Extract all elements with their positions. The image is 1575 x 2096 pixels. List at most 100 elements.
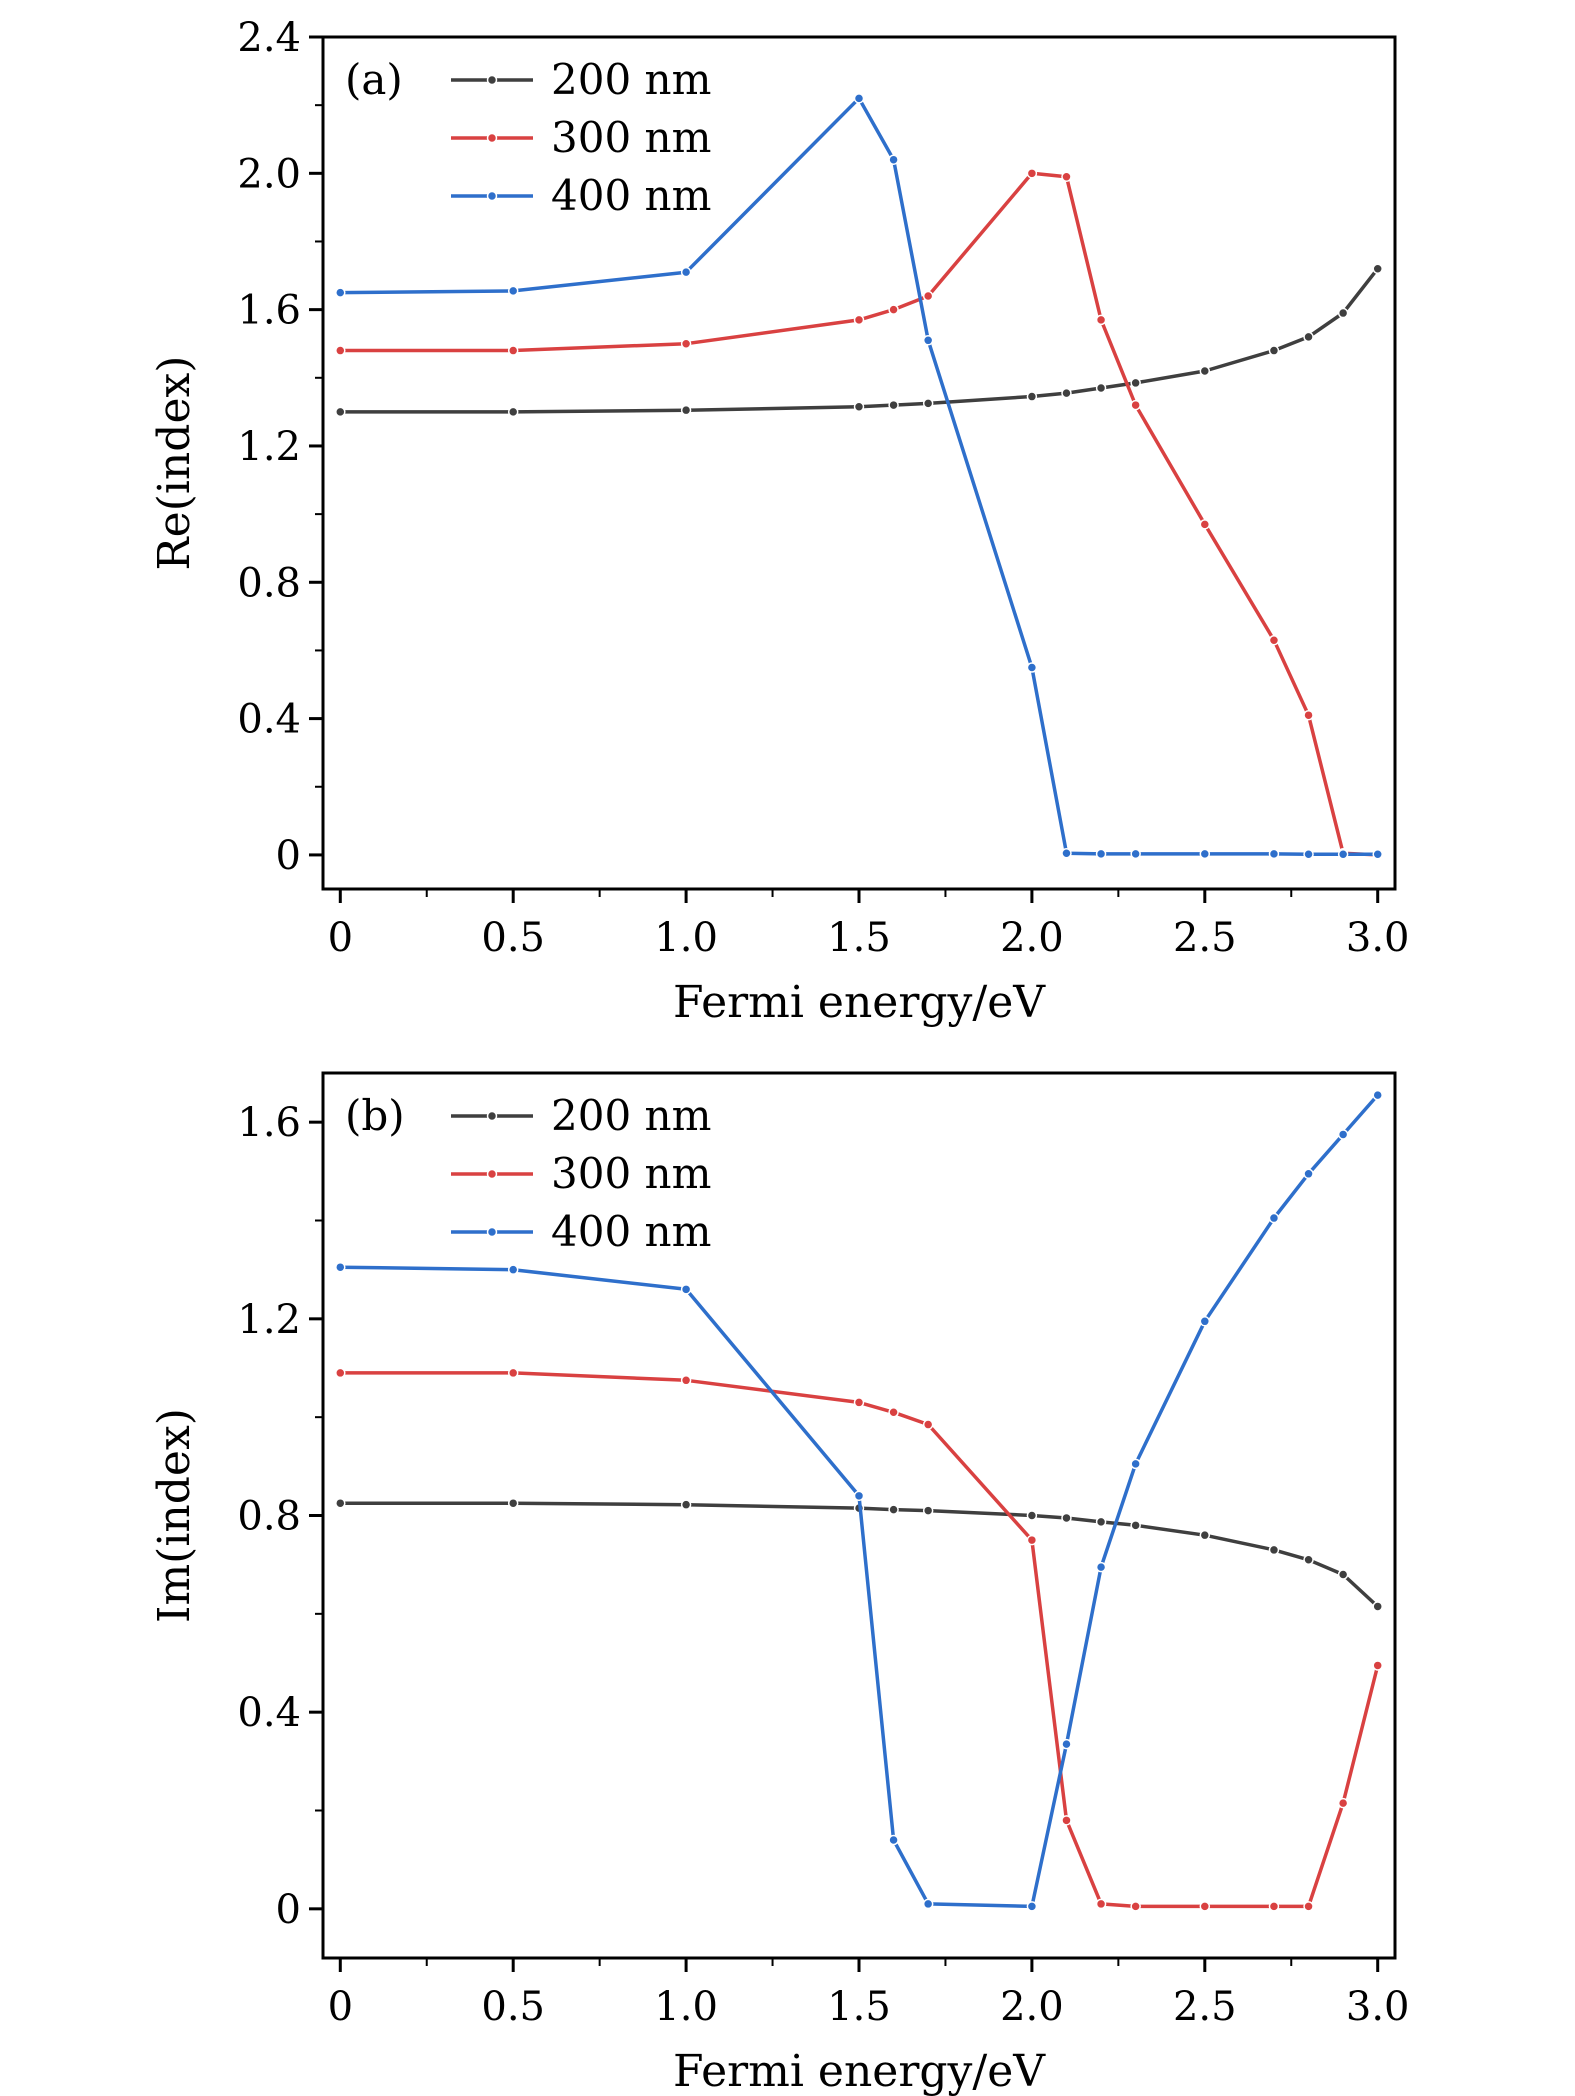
panel-b-data-point	[1268, 1544, 1280, 1556]
panel-a-series-line-2	[340, 96, 1378, 856]
panel-b-y-axis-title: Im(index)	[149, 1408, 200, 1623]
panel-b-data-point	[507, 1367, 519, 1379]
panel-b-data-point	[507, 1497, 519, 1509]
panel-b-data-point	[680, 1284, 692, 1295]
panel-b-data-point	[1061, 1815, 1072, 1826]
panel-a-data-point	[1372, 848, 1383, 860]
panel-b-data-point	[1095, 1561, 1107, 1573]
panel-b-data-point	[1303, 1901, 1314, 1912]
panel-b-series	[335, 1089, 1383, 1912]
panel-b-data-point	[507, 1264, 519, 1275]
panel-a-data-point	[507, 285, 519, 297]
panel-b-data-point	[1372, 1660, 1383, 1671]
panel-a-y-tick-label: 2.0	[237, 151, 301, 197]
panel-a-data-point	[1061, 171, 1072, 182]
panel-b-data-point	[853, 1490, 865, 1502]
panel-a-data-point	[1026, 391, 1038, 402]
panel-b-data-point	[1061, 1738, 1072, 1750]
panel-b-data-point	[888, 1834, 899, 1846]
panel-a-x-axis-title: Fermi energy/eV	[673, 977, 1046, 1028]
panel-b-data-point	[1268, 1901, 1280, 1912]
panel-a-data-point	[1026, 662, 1038, 673]
panel-b-data-point	[1095, 1516, 1107, 1528]
panel-a-data-point	[1337, 307, 1349, 319]
panel-b-im-index-chart: 0 0.5 1.0 1.5 2.0 2.5 3.0 0 0.4 0.8 1.2 1.6 (b) 200…	[149, 1071, 1410, 2096]
panel-b-data-point	[680, 1375, 692, 1386]
panel-a-legend-marker	[486, 190, 498, 202]
panel-a-series	[335, 93, 1383, 861]
panel-b-data-point	[853, 1397, 865, 1408]
panel-b-x-tick-label: 1.0	[654, 1984, 718, 2030]
panel-b-data-point	[335, 1497, 346, 1509]
panel-b-legend: 200 nm 300 nm 400 nm	[451, 1091, 711, 1256]
panel-a-axes: 0 0.5 1.0 1.5 2.0 2.5 3.0 0 0.4 0.8 1.2 1.6 2.0 2.4	[237, 15, 1409, 961]
panel-b-x-tick-label: 1.5	[827, 1984, 891, 2030]
panel-a-legend-label: 400 nm	[551, 171, 711, 220]
panel-a-series-line-1	[340, 171, 1378, 857]
panel-a-data-point	[1199, 519, 1211, 530]
panel-b-y-tick-label: 0	[276, 1887, 301, 1933]
panel-b-x-tick-label: 3.0	[1346, 1984, 1410, 2030]
panel-a-data-point	[1130, 377, 1141, 389]
panel-a-y-axis-title: Re(index)	[149, 356, 200, 571]
panel-b-axes: 0 0.5 1.0 1.5 2.0 2.5 3.0 0 0.4 0.8 1.2 1.6	[237, 1100, 1409, 2030]
panel-b-x-axis-title: Fermi energy/eV	[673, 2046, 1046, 2096]
panel-a-legend-marker	[486, 132, 498, 144]
panel-b-plot-frame	[321, 1071, 1397, 1960]
panel-a-data-point	[680, 266, 692, 278]
panel-a-data-point	[1095, 382, 1107, 394]
panel-b-data-point	[922, 1505, 934, 1516]
panel-b-data-point	[1095, 1898, 1107, 1910]
panel-a-data-point	[1268, 345, 1280, 356]
panel-a-legend-marker	[486, 74, 498, 86]
panel-b-data-point	[1026, 1901, 1038, 1912]
panel-b-data-point	[1303, 1168, 1314, 1180]
panel-b-label: (b)	[345, 1091, 405, 1140]
panel-a-x-tick-label: 1.5	[827, 915, 891, 961]
panel-a-legend: 200 nm 300 nm 400 nm	[451, 55, 711, 220]
panel-a-data-point	[1199, 365, 1211, 377]
panel-b-data-point	[1337, 1129, 1349, 1140]
panel-a-data-point	[1372, 263, 1383, 274]
panel-a-data-point	[1061, 387, 1072, 399]
panel-a-data-point	[922, 335, 934, 346]
panel-b-data-point	[1130, 1520, 1141, 1531]
panel-a-x-tick-label: 0.5	[481, 915, 545, 961]
panel-a-data-point	[1337, 848, 1349, 860]
panel-b-x-tick-label: 2.5	[1173, 1984, 1237, 2030]
panel-a-data-point	[680, 404, 692, 416]
panel-b-data-point	[1026, 1534, 1038, 1546]
panel-a-label: (a)	[345, 55, 403, 104]
panel-b-data-point	[1337, 1797, 1349, 1809]
panel-b-data-point	[1199, 1316, 1211, 1327]
panel-a-data-point	[1303, 331, 1314, 343]
panel-a-x-tick-label: 3.0	[1346, 915, 1410, 961]
panel-a-y-tick-label: 2.4	[237, 15, 301, 61]
panel-b-data-point	[1130, 1458, 1141, 1470]
panel-a-data-point	[335, 345, 346, 356]
panel-b-legend-label: 400 nm	[551, 1207, 711, 1256]
panel-b-data-point	[1199, 1529, 1211, 1541]
panel-a-legend-label: 300 nm	[551, 113, 711, 162]
panel-a-y-tick-label: 1.2	[237, 424, 301, 470]
panel-a-x-tick-label: 2.5	[1173, 915, 1237, 961]
panel-a-data-point	[853, 401, 865, 413]
panel-a-data-point	[853, 93, 865, 104]
panel-a-y-tick-label: 0	[276, 833, 301, 879]
panel-b-x-tick-label: 2.0	[1000, 1984, 1064, 2030]
panel-b-y-tick-label: 1.2	[237, 1297, 301, 1343]
panel-a-legend-label: 200 nm	[551, 55, 711, 104]
panel-b-data-point	[1372, 1601, 1383, 1612]
panel-a-x-tick-label: 0	[328, 915, 353, 961]
panel-a-data-point	[853, 314, 865, 326]
panel-b-data-point	[680, 1499, 692, 1510]
panel-a-data-point	[1303, 848, 1314, 860]
panel-b-data-point	[335, 1261, 346, 1273]
panel-a-data-point	[335, 406, 346, 418]
panel-b-data-point	[1130, 1901, 1141, 1912]
panel-b-data-point	[1026, 1510, 1038, 1521]
panel-b-data-point	[1337, 1569, 1349, 1580]
panel-a-data-point	[1130, 399, 1141, 411]
panel-a-data-point	[888, 154, 899, 165]
